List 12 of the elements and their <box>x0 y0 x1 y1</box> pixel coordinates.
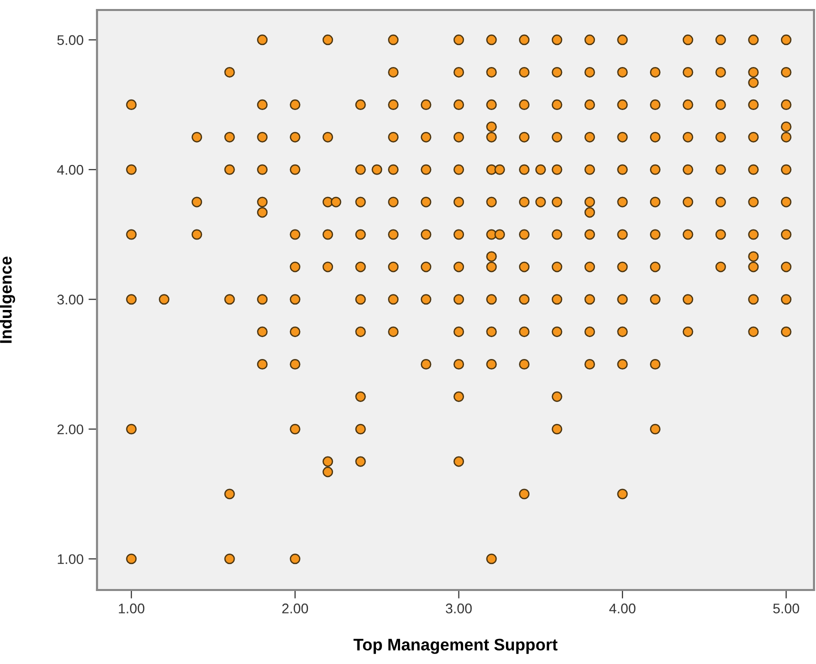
x-tick-label: 1.00 <box>118 604 144 614</box>
x-tick-label: 2.00 <box>282 604 308 614</box>
x-tick-label: 4.00 <box>609 604 636 614</box>
y-tick-label: 5.00 <box>57 35 84 46</box>
y-tick-label: 4.00 <box>57 164 84 175</box>
x-axis-title: Top Management Support <box>354 638 558 654</box>
y-axis-title: Indulgence <box>0 256 16 343</box>
y-tick-label: 2.00 <box>57 424 84 434</box>
x-tick-label: 3.00 <box>446 604 472 614</box>
x-tick-label: 5.00 <box>773 604 800 614</box>
y-tick-label: 1.00 <box>58 554 84 564</box>
y-tick-label: 3.00 <box>57 294 84 305</box>
